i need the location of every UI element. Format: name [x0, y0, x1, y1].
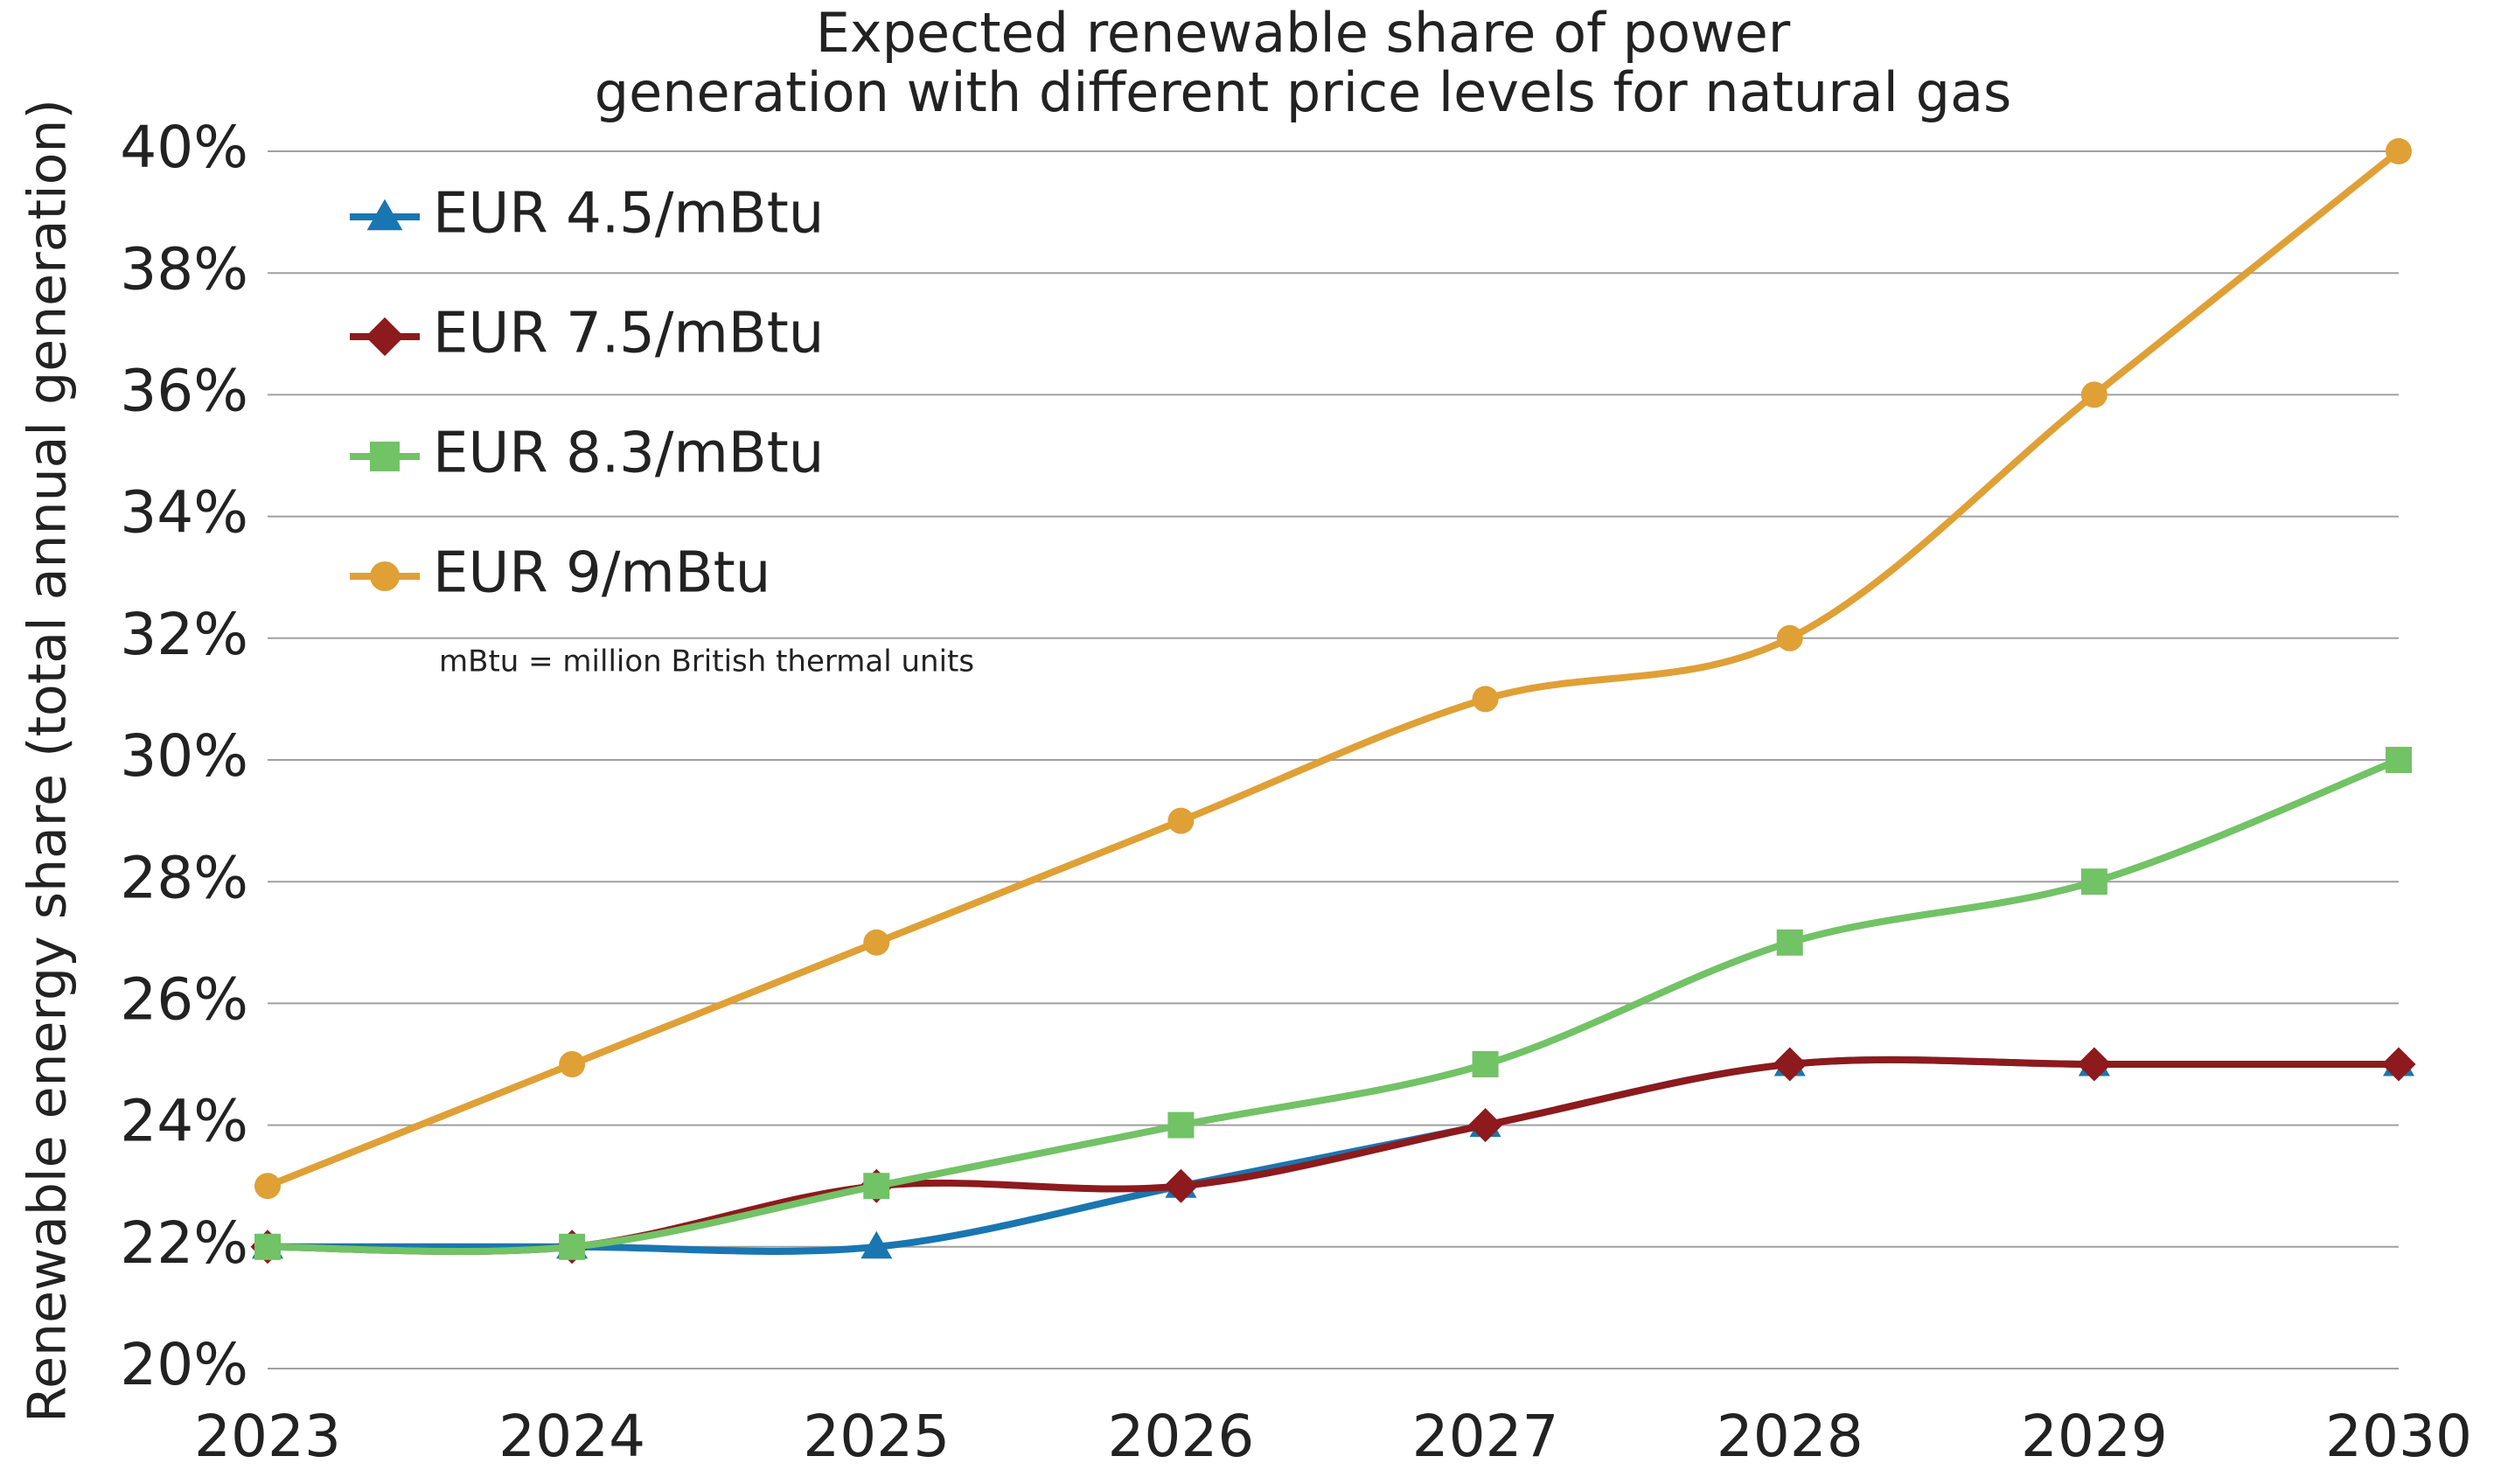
- y-tick-label: 26%: [120, 965, 248, 1033]
- marker: [370, 442, 400, 471]
- marker: [863, 1173, 890, 1200]
- y-tick-label: 34%: [120, 479, 248, 547]
- legend-label: EUR 8.3/mBtu: [433, 422, 824, 486]
- y-tick-label: 38%: [120, 235, 248, 303]
- marker: [559, 1233, 586, 1260]
- series-line: [267, 756, 2400, 1255]
- marker: [2381, 1047, 2416, 1082]
- marker: [2386, 747, 2412, 773]
- marker: [1472, 1051, 1499, 1077]
- y-tick-label: 24%: [120, 1088, 248, 1155]
- marker: [863, 929, 890, 956]
- marker: [860, 1230, 893, 1259]
- legend-label: EUR 7.5/mBtu: [433, 302, 824, 366]
- x-tick-label: 2025: [803, 1403, 950, 1470]
- marker: [1776, 624, 1803, 651]
- x-tick-label: 2029: [2021, 1403, 2168, 1470]
- legend-label: EUR 9/mBtu: [433, 541, 770, 606]
- y-tick-label: 20%: [120, 1331, 248, 1398]
- marker: [2077, 1047, 2112, 1082]
- y-tick-label: 22%: [120, 1209, 248, 1277]
- x-tick-label: 2030: [2325, 1403, 2472, 1470]
- marker: [1468, 1108, 1503, 1143]
- marker: [559, 1051, 586, 1077]
- x-tick-label: 2024: [498, 1403, 645, 1470]
- legend-label: EUR 4.5/mBtu: [433, 182, 824, 247]
- series-line: [268, 1056, 2399, 1255]
- y-axis-label: Renewable energy share (total annual gen…: [17, 99, 79, 1423]
- marker: [2080, 381, 2107, 408]
- series-line: [266, 148, 2401, 1189]
- y-tick-label: 36%: [120, 357, 248, 424]
- marker: [370, 561, 400, 591]
- marker: [2080, 868, 2107, 895]
- marker: [1163, 1168, 1198, 1203]
- chart-title: generation with different price levels f…: [595, 60, 2012, 124]
- marker: [254, 1173, 281, 1200]
- y-tick-label: 32%: [120, 601, 248, 668]
- marker: [1776, 929, 1803, 956]
- marker: [365, 317, 405, 357]
- chart-title: Expected renewable share of power: [816, 1, 1791, 65]
- y-tick-label: 30%: [120, 722, 248, 790]
- marker: [1472, 686, 1499, 713]
- annotation: mBtu = million British thermal units: [439, 644, 974, 679]
- x-tick-label: 2027: [1412, 1403, 1559, 1470]
- marker: [1167, 1111, 1195, 1139]
- x-tick-label: 2028: [1717, 1403, 1864, 1470]
- y-tick-label: 28%: [120, 844, 248, 911]
- y-tick-label: 40%: [120, 114, 248, 181]
- x-tick-label: 2026: [1107, 1403, 1254, 1470]
- marker: [1167, 807, 1195, 834]
- marker: [254, 1233, 281, 1260]
- marker: [1773, 1047, 1808, 1082]
- marker: [2386, 138, 2412, 164]
- x-tick-label: 2023: [194, 1403, 341, 1470]
- marker: [366, 199, 403, 231]
